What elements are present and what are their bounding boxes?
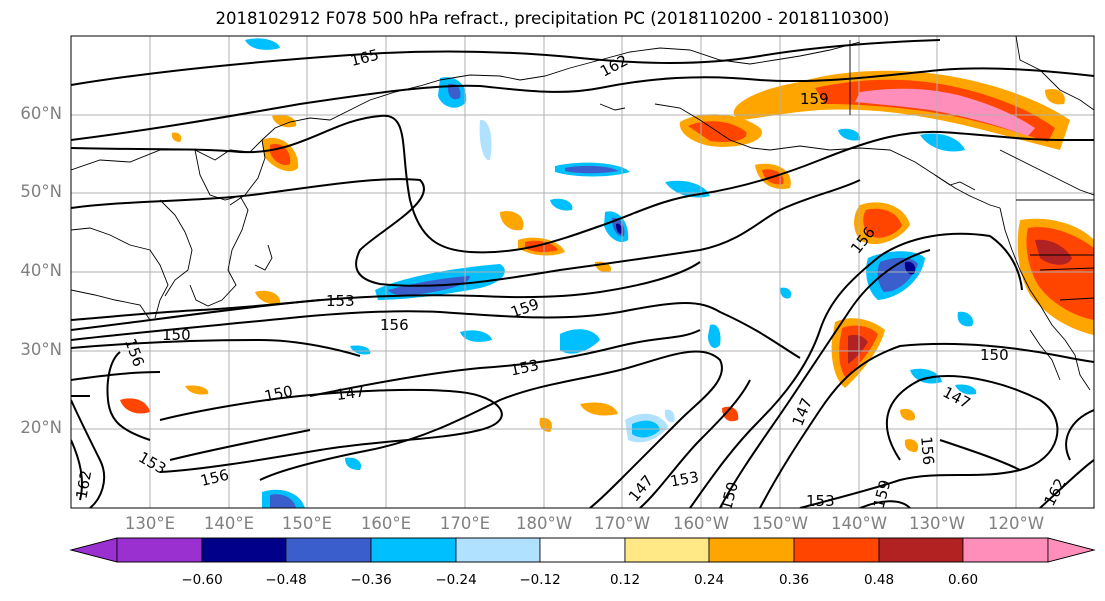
colorbar-tick-label: −0.60 bbox=[181, 572, 223, 588]
colorbar-tick-label: −0.24 bbox=[435, 572, 477, 588]
lon-label: 140°W bbox=[830, 514, 888, 533]
lat-label: 60°N bbox=[20, 104, 62, 123]
colorbar-segment bbox=[455, 537, 541, 563]
contour-label: 156 bbox=[917, 436, 937, 466]
lon-label: 160°W bbox=[672, 514, 730, 533]
colorbar bbox=[69, 537, 1096, 563]
colorbar-tick-label: −0.36 bbox=[350, 572, 392, 588]
colorbar-segment bbox=[285, 537, 372, 563]
colorbar-tick-label: 0.60 bbox=[947, 572, 979, 588]
lat-label: 30°N bbox=[20, 340, 62, 359]
contour-label: 159 bbox=[800, 90, 829, 108]
lon-label: 130°W bbox=[908, 514, 966, 533]
colorbar-segment bbox=[708, 537, 795, 563]
lat-label: 50°N bbox=[20, 182, 62, 201]
colorbar-segment bbox=[878, 537, 964, 563]
colorbar-tick-label: 0.36 bbox=[778, 572, 810, 588]
colorbar-segment bbox=[624, 537, 710, 563]
colorbar-segment bbox=[201, 537, 287, 563]
map-title: 2018102912 F078 500 hPa refract., precip… bbox=[215, 9, 890, 28]
colorbar-segment bbox=[370, 537, 457, 563]
lon-label: 170°E bbox=[439, 514, 491, 533]
lon-label: 120°W bbox=[987, 514, 1045, 533]
lon-label: 140°E bbox=[203, 514, 255, 533]
colorbar-segment bbox=[69, 537, 118, 563]
contour-label: 156 bbox=[380, 316, 409, 334]
colorbar-segment bbox=[962, 537, 1049, 563]
contour-label: 150 bbox=[263, 382, 295, 406]
lon-label: 180°W bbox=[515, 514, 573, 533]
colorbar-segment bbox=[793, 537, 880, 563]
colorbar-tick-label: 0.12 bbox=[609, 572, 641, 588]
colorbar-segment bbox=[539, 537, 626, 563]
lon-label: 130°E bbox=[124, 514, 176, 533]
contour-label: 153 bbox=[509, 356, 541, 380]
lon-label: 150°W bbox=[751, 514, 809, 533]
colorbar-segment bbox=[1047, 537, 1096, 563]
colorbar-segment bbox=[116, 537, 203, 563]
refractivity-contours bbox=[71, 39, 1094, 508]
contour-label: 150 bbox=[980, 346, 1009, 364]
lon-label: 150°E bbox=[281, 514, 333, 533]
contour-label: 150 bbox=[162, 326, 191, 344]
colorbar-tick-label: −0.12 bbox=[519, 572, 561, 588]
lat-label: 40°N bbox=[20, 261, 62, 280]
contour-label: 153 bbox=[806, 492, 835, 510]
colorbar-tick-label: 0.24 bbox=[693, 572, 725, 588]
contour-label: 147 bbox=[335, 382, 366, 404]
colorbar-tick-label: −0.48 bbox=[265, 572, 307, 588]
contour-label: 162 bbox=[73, 469, 96, 500]
lon-label: 170°W bbox=[593, 514, 651, 533]
contour-label: 153 bbox=[669, 468, 700, 491]
lat-label: 20°N bbox=[20, 418, 62, 437]
colorbar-tick-label: 0.48 bbox=[863, 572, 895, 588]
coastlines bbox=[71, 36, 1094, 391]
map-border bbox=[70, 35, 1095, 509]
lon-label: 160°E bbox=[360, 514, 412, 533]
contour-label: 153 bbox=[326, 292, 355, 310]
